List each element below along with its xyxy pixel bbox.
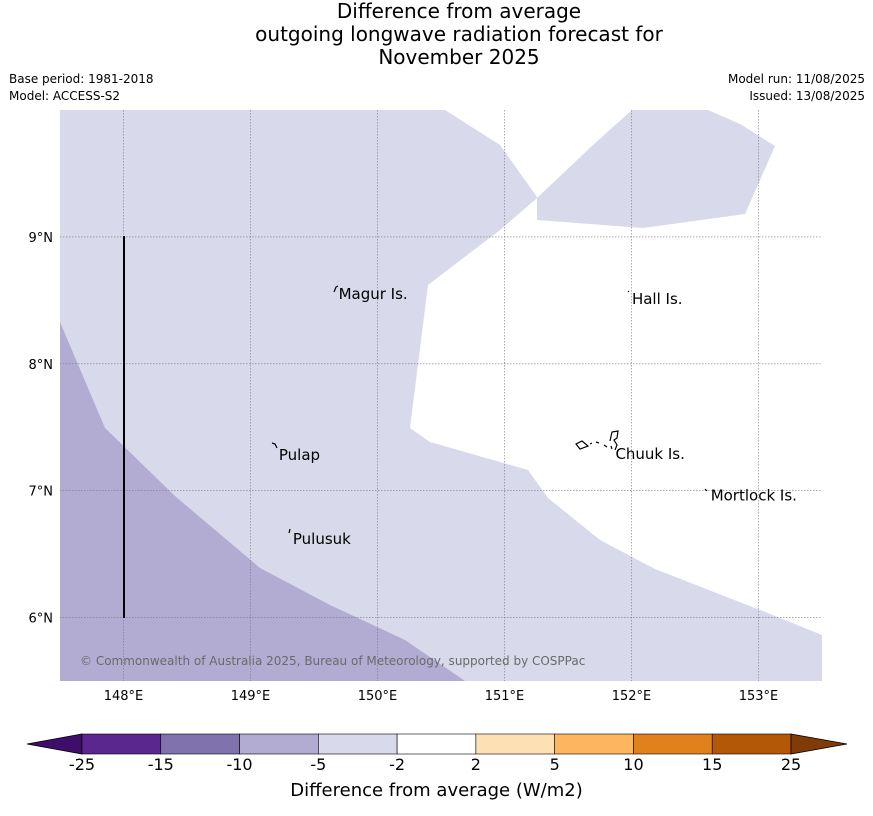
lon-tick-label: 151°E — [485, 689, 525, 704]
lat-tick-label: 6°N — [29, 612, 54, 627]
colorbar-tick-label: -15 — [147, 755, 174, 774]
island-label: Magur Is. — [339, 285, 408, 303]
title-line-3: November 2025 — [378, 45, 540, 69]
lon-tick-label: 153°E — [739, 689, 779, 704]
mortlock-island-shape — [704, 488, 708, 492]
title-line-1: Difference from average — [336, 0, 582, 23]
colorbar-tick-label: 2 — [470, 755, 481, 774]
lon-tick-label: 152°E — [612, 689, 652, 704]
meta-right: Model run: 11/08/2025 Issued: 13/08/2025 — [728, 71, 865, 105]
colorbar-segment — [318, 733, 398, 755]
colorbar-segment — [711, 733, 792, 755]
colorbar-segment — [475, 733, 555, 755]
colorbar-extend-low — [26, 733, 83, 755]
colorbar-segment — [554, 733, 634, 755]
hall-island-shape — [627, 290, 630, 293]
contour-band-minus5-minus2 — [60, 110, 822, 681]
issued-text: Issued: 13/08/2025 — [749, 89, 865, 103]
colorbar-segment — [633, 733, 713, 755]
colorbar-segment — [396, 733, 477, 755]
colorbar-segment — [81, 733, 162, 755]
colorbar-tick-label: 25 — [780, 755, 802, 774]
copyright-text: © Commonwealth of Australia 2025, Bureau… — [80, 654, 585, 668]
model-run-text: Model run: 11/08/2025 — [727, 72, 865, 86]
lat-tick-label: 8°N — [29, 358, 54, 373]
colorbar-tick-label: 15 — [702, 755, 723, 774]
contour-band-minus10-minus5 — [60, 322, 465, 681]
island-label: Mortlock Is. — [711, 487, 797, 505]
colorbar-segment — [160, 733, 240, 755]
colorbar-extend-high — [790, 733, 848, 755]
island-label: Chuuk Is. — [615, 445, 684, 463]
colorbar-tick-label: -10 — [226, 755, 253, 774]
chart-title: Difference from average outgoing longwav… — [0, 0, 873, 69]
colorbar-tick-label: -25 — [68, 755, 96, 774]
magur-island-shape — [333, 285, 339, 293]
model-text: Model: ACCESS-S2 — [9, 89, 121, 103]
island-label: Hall Is. — [632, 290, 683, 308]
island-label: Pulap — [279, 446, 320, 464]
lon-tick-label: 149°E — [231, 689, 271, 704]
lat-tick-label: 9°N — [29, 231, 54, 246]
chuuk-island-shape — [575, 430, 619, 451]
colorbar-tick-label: 10 — [623, 755, 644, 774]
colorbar-title: Difference from average (W/m2) — [290, 780, 583, 801]
lon-tick-label: 150°E — [358, 689, 398, 704]
colorbar-segment — [239, 733, 319, 755]
colorbar-tick-label: -5 — [310, 755, 327, 774]
colorbar-tick-label: 5 — [549, 755, 560, 774]
title-line-2: outgoing longwave radiation forecast for — [255, 22, 663, 46]
colorbar-tick-label: -2 — [389, 755, 406, 774]
pulusuk-island-shape — [288, 528, 291, 534]
island-label: Pulusuk — [293, 530, 351, 548]
map-panel: Magur Is. Hall Is. Pulap Chuuk Is. Mortlock … — [60, 110, 822, 681]
axis-ticks: 148°E 149°E 150°E 151°E 152°E 153°E 6°N 7°N 8°N 9… — [29, 231, 779, 704]
colorbar — [26, 733, 848, 755]
island-outlines — [271, 285, 708, 534]
lon-tick-label: 148°E — [104, 689, 144, 704]
base-period-text: Base period: 1981-2018 — [9, 72, 154, 86]
lat-tick-label: 7°N — [29, 485, 54, 500]
meta-left: Base period: 1981-2018 Model: ACCESS-S2 — [9, 71, 154, 105]
island-labels: Magur Is. Hall Is. Pulap Chuuk Is. Mortlock … — [279, 285, 797, 548]
pulap-island-shape — [271, 442, 278, 449]
